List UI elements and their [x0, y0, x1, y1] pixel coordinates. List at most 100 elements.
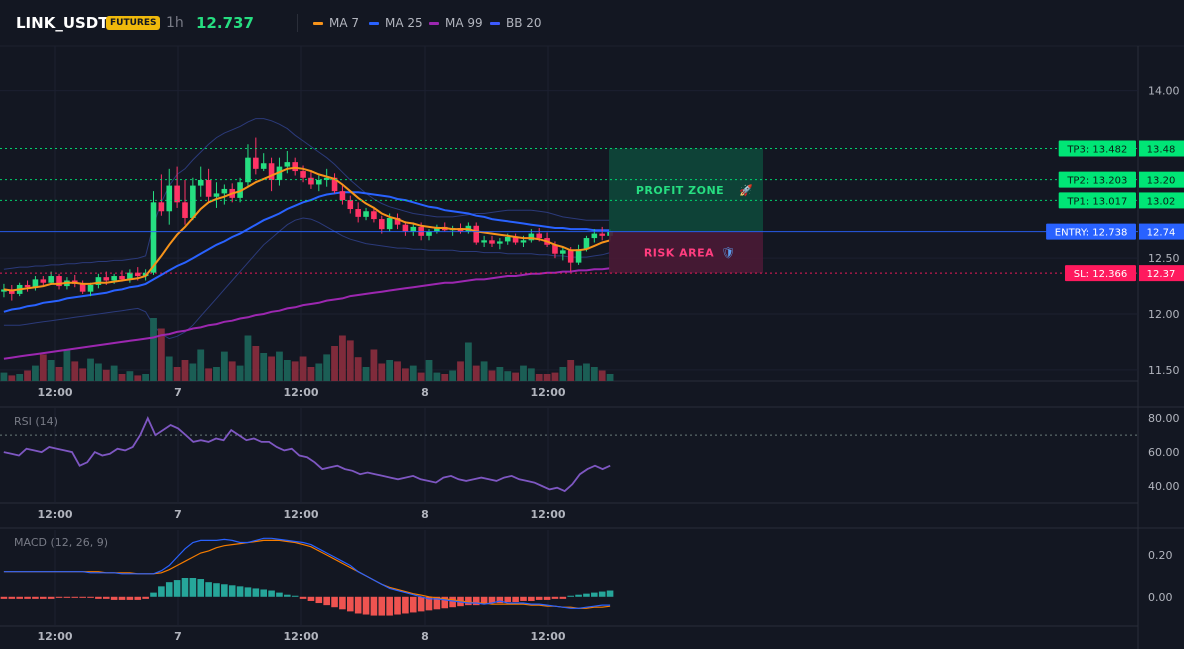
level-label-sl: SL: 12.366 [1074, 269, 1127, 280]
legend-bb20[interactable]: BB 20 [490, 16, 542, 30]
rsi-line [3, 416, 611, 493]
legend-ma25[interactable]: MA 25 [369, 16, 423, 30]
candle-body [520, 240, 527, 243]
volume-bar [409, 365, 417, 381]
candle-body [308, 177, 314, 185]
macd-hist-bar [16, 596, 23, 599]
volume-bar [401, 368, 409, 381]
axis-price-tp: 13.20 [1147, 176, 1176, 187]
chart-header: LINK_USDT FUTURES 1h 12.737 MA 7 MA 25 M… [0, 0, 1184, 46]
volume-bar [55, 367, 63, 381]
timeframe-label[interactable]: 1h [166, 15, 184, 31]
macd-hist-bar [559, 596, 567, 599]
volume-bar [197, 349, 205, 381]
candle-body [119, 276, 125, 280]
candle-body [434, 226, 440, 232]
candle-body [371, 211, 377, 220]
legend-ma7[interactable]: MA 7 [313, 16, 359, 30]
macd-signal-line [3, 539, 611, 609]
macd-hist-bar [134, 596, 142, 600]
macd-hist-bar [417, 596, 425, 612]
candle-body [489, 240, 495, 244]
volume-bar [378, 363, 386, 381]
ma25-line [3, 191, 611, 313]
volume-bar [520, 365, 527, 381]
candle-body [111, 276, 117, 281]
macd-hist-bar [150, 592, 157, 597]
candle-body [205, 180, 212, 197]
volume-bar [24, 370, 31, 381]
macd-hist-bar [543, 596, 551, 600]
macd-hist-bar [504, 596, 512, 602]
candle-body [599, 233, 605, 236]
candle-body [512, 236, 519, 243]
level-tag-tp [1058, 192, 1136, 209]
candle-body [166, 185, 173, 212]
macd-hist-bar [449, 596, 456, 608]
bb-lower-line [3, 217, 611, 340]
candle-body [528, 233, 535, 241]
time-tick-label: 12:00 [530, 386, 565, 399]
candle-body [300, 171, 306, 178]
macd-hist-bar [55, 596, 63, 598]
candle-body [103, 277, 110, 281]
symbol-label[interactable]: LINK_USDT [16, 14, 109, 32]
macd-hist-bar [221, 584, 228, 597]
ma99-line [3, 267, 611, 360]
level-tag-tp [1058, 171, 1136, 188]
candle-body [591, 233, 598, 239]
macd-hist-bar [354, 596, 362, 614]
volume-bar [583, 363, 590, 381]
volume-bar [205, 368, 213, 381]
volume-bar [598, 370, 606, 381]
macd-hist-bar [197, 579, 205, 597]
macd-hist-bar [142, 596, 149, 599]
volume-bar [425, 360, 433, 381]
shield-icon: 🛡 [721, 246, 735, 259]
time-tick-label: 12:00 [37, 630, 72, 643]
price-tick-label: 14.00 [1148, 85, 1180, 98]
volume-bar [142, 374, 150, 381]
macd-hist-bar [315, 596, 323, 604]
candle-body [323, 177, 330, 180]
time-tick-label: 7 [174, 508, 182, 521]
volume-bar [394, 361, 401, 381]
macd-hist-bar [24, 596, 31, 599]
candle-body [426, 231, 432, 236]
time-tick-label: 12:00 [37, 386, 72, 399]
candle-body [56, 276, 62, 287]
macd-hist-bar [378, 596, 386, 616]
macd-hist-bar [362, 596, 370, 615]
candle-body [40, 279, 47, 283]
macd-hist-bar [323, 596, 330, 606]
macd-hist-bar [118, 596, 126, 600]
macd-hist-bar [0, 596, 8, 599]
volume-bar [464, 342, 472, 381]
candle-body [575, 249, 582, 263]
legend-ma99[interactable]: MA 99 [429, 16, 483, 30]
volume-bar [299, 356, 307, 381]
macd-hist-bar [520, 596, 527, 601]
candle-body [394, 217, 401, 225]
macd-hist-bar [567, 595, 575, 597]
volume-bar [39, 354, 47, 381]
macd-hist-bar [512, 596, 519, 602]
candle-body [567, 250, 574, 263]
candle-body [79, 283, 86, 292]
macd-hist-bar [110, 596, 118, 600]
volume-bar [102, 369, 110, 381]
macd-title: MACD (12, 26, 9) [14, 536, 108, 549]
candle-body [292, 162, 298, 172]
candle-body [481, 240, 487, 243]
macd-hist-bar [276, 592, 283, 597]
volume-bar [307, 367, 315, 381]
candle-body [127, 272, 133, 280]
macd-hist-bar [425, 596, 433, 611]
axis-price-tp: 13.48 [1147, 145, 1176, 156]
macd-hist-bar [370, 596, 378, 616]
candle-body [284, 162, 291, 167]
macd-hist-bar [228, 585, 236, 597]
macd-hist-bar [63, 596, 71, 598]
rsi-title: RSI (14) [14, 415, 58, 428]
